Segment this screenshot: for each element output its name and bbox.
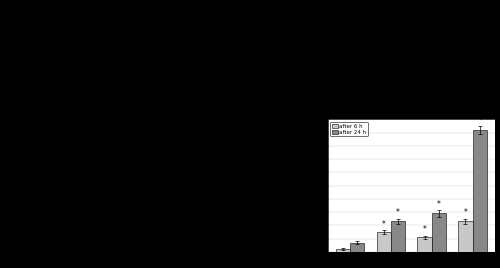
Bar bbox=[350, 243, 364, 252]
X-axis label: concentration of bersaldegenin ortho-acetate [μg/mL]: concentration of bersaldegenin ortho-ace… bbox=[340, 263, 483, 268]
Text: *: * bbox=[396, 209, 400, 217]
Text: *: * bbox=[478, 114, 482, 125]
Text: *: * bbox=[464, 209, 468, 217]
Bar bbox=[391, 221, 405, 252]
Bar bbox=[472, 130, 487, 252]
Text: *: * bbox=[382, 220, 386, 229]
Bar bbox=[458, 221, 472, 252]
Legend: after 6 h, after 24 h: after 6 h, after 24 h bbox=[330, 122, 368, 136]
Bar bbox=[432, 213, 446, 252]
Bar bbox=[336, 249, 350, 252]
Text: *: * bbox=[437, 200, 441, 209]
Bar bbox=[376, 232, 391, 252]
Text: *: * bbox=[422, 225, 426, 234]
Y-axis label: γH2A.X HeLa cells [%]: γH2A.X HeLa cells [%] bbox=[304, 151, 310, 221]
Bar bbox=[418, 237, 432, 252]
